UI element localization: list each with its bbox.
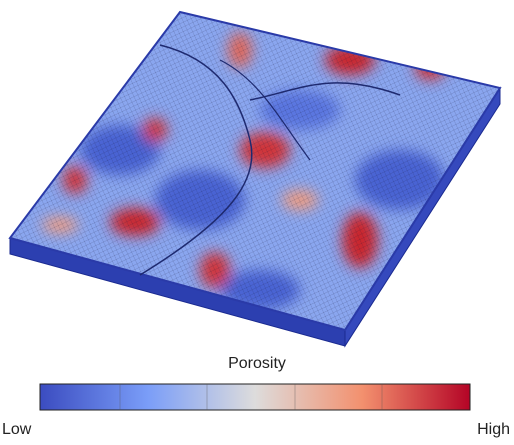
colorbar-title: Porosity	[228, 355, 286, 372]
colorbar	[40, 384, 470, 410]
colorbar-low-label: Low	[2, 421, 32, 438]
mesh-overlay	[10, 12, 500, 330]
colorbar-high-label: High	[477, 421, 510, 438]
figure: Porosity Low High	[0, 0, 514, 440]
porosity-model	[10, 12, 500, 346]
